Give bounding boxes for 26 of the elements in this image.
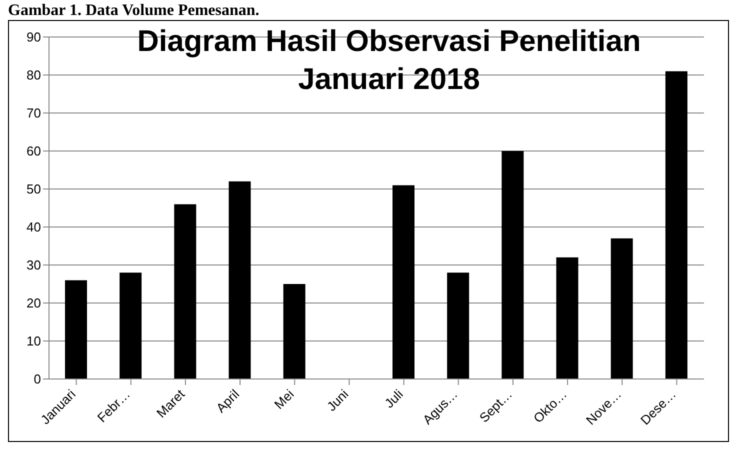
y-tick-label: 80 xyxy=(26,68,41,83)
y-tick-label: 50 xyxy=(26,182,41,197)
bar xyxy=(228,181,251,379)
y-tick-label: 30 xyxy=(26,258,41,273)
bar xyxy=(174,204,196,379)
bar xyxy=(665,71,688,379)
y-tick-label: 60 xyxy=(26,144,41,159)
bar xyxy=(610,238,633,379)
bar xyxy=(502,151,524,379)
bar xyxy=(392,185,414,379)
x-tick-label: Juli xyxy=(382,386,406,411)
bar xyxy=(447,272,470,379)
y-tick-label: 10 xyxy=(26,334,41,349)
chart-title: Diagram Hasil Observasi Penelitian Januari 2018 xyxy=(136,24,642,98)
y-tick-label: 70 xyxy=(26,106,41,121)
y-tick-label: 0 xyxy=(34,372,41,387)
y-tick-label: 40 xyxy=(26,220,41,235)
bar xyxy=(556,257,578,379)
chart-subtitle: Gambar 1. Data Volume Pemesanan. xyxy=(8,2,260,20)
bar xyxy=(120,272,142,379)
bar xyxy=(283,284,306,379)
y-tick-label: 20 xyxy=(26,296,41,311)
bar xyxy=(65,280,87,379)
x-tick-label: Mei xyxy=(271,386,297,412)
x-tick-label: Juni xyxy=(324,386,352,414)
y-tick-label: 90 xyxy=(26,30,41,45)
